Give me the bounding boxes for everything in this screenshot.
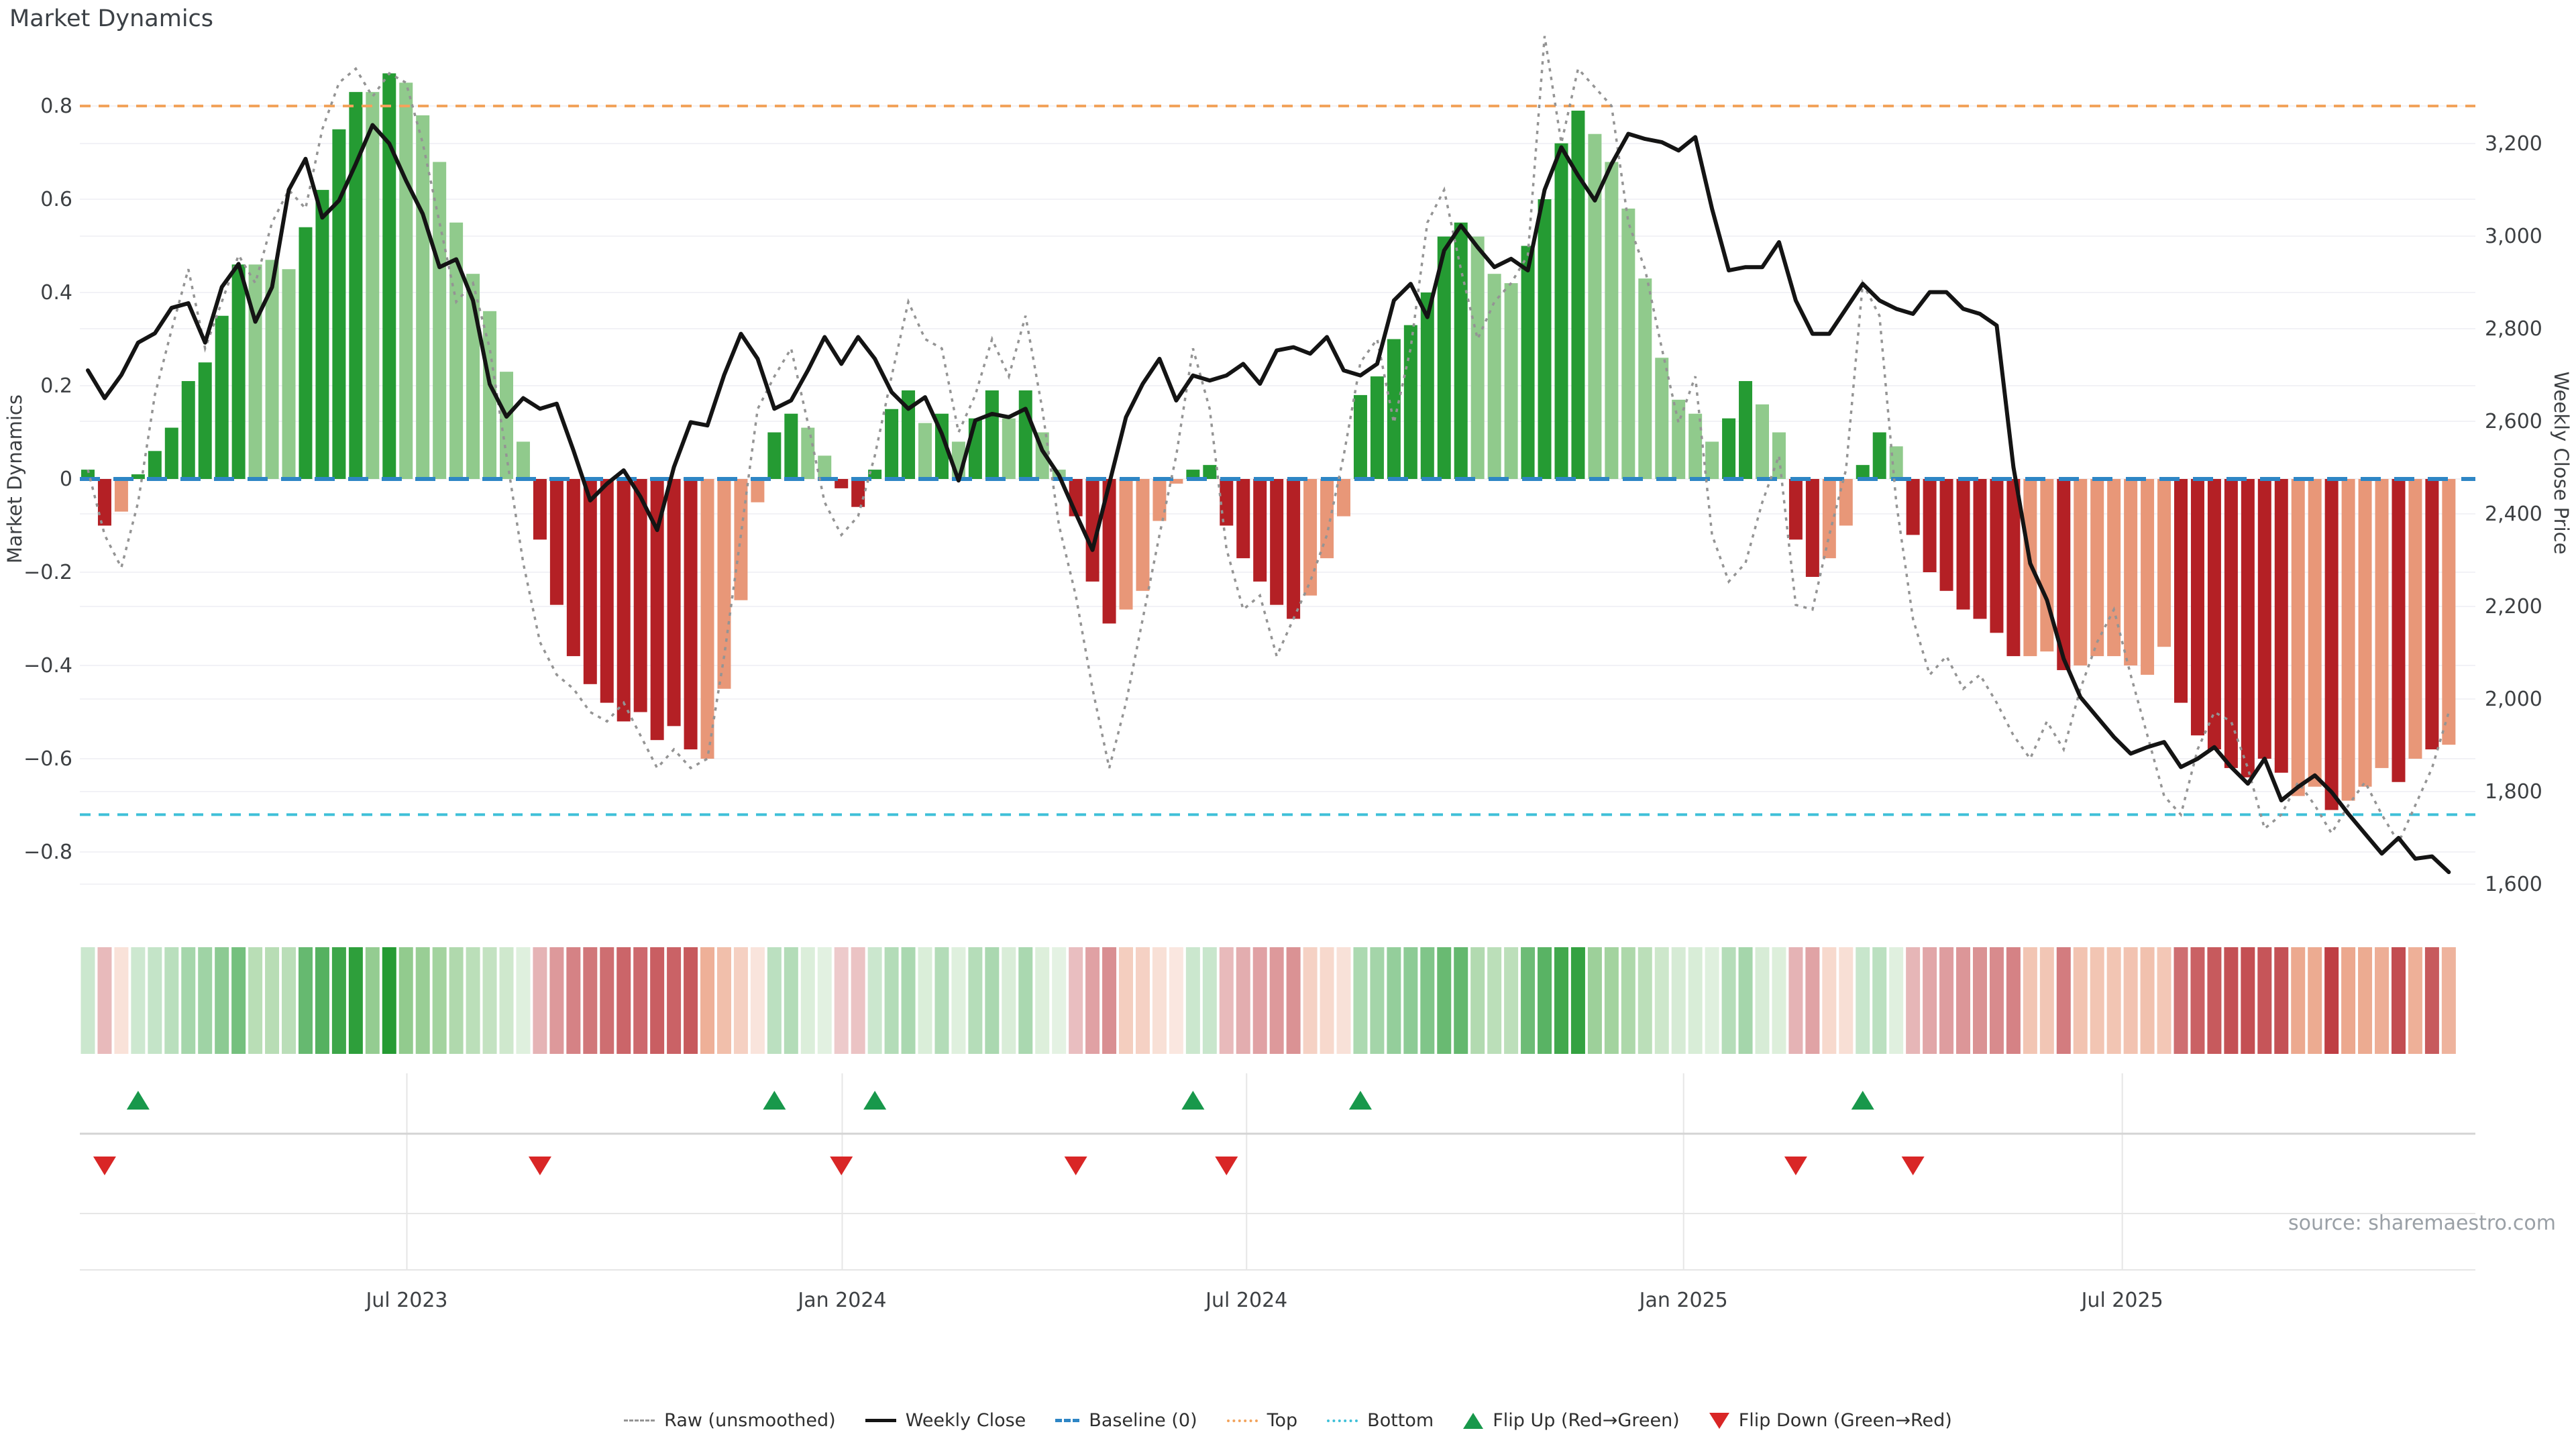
weekly-close-line-icon	[865, 1419, 896, 1422]
flip-down-icon	[1784, 1157, 1807, 1175]
svg-text:−0.8: −0.8	[23, 841, 72, 864]
svg-text:−0.4: −0.4	[23, 654, 72, 678]
legend-label: Raw (unsmoothed)	[664, 1410, 836, 1431]
flip-up-triangle-icon	[1463, 1412, 1484, 1429]
svg-text:1,600: 1,600	[2485, 873, 2542, 896]
axis-tick-labels: 0.8 0.6 0.4 0.2 0 −0.2 −0.4 −0.6 −0.8 3,200 3,000 2…	[23, 95, 2542, 1312]
flip-up-icon	[1851, 1091, 1874, 1110]
flip-up-icon	[763, 1091, 786, 1110]
legend-item-flip-up: Flip Up (Red→Green)	[1463, 1410, 1680, 1431]
flip-down-icon	[1215, 1157, 1238, 1175]
flip-down-icon	[1064, 1157, 1087, 1175]
legend-item-raw: Raw (unsmoothed)	[624, 1410, 836, 1431]
legend-label: Bottom	[1367, 1410, 1434, 1431]
source-credit: source: sharemaestro.com	[2288, 1212, 2556, 1235]
svg-text:0.2: 0.2	[40, 374, 72, 398]
flip-down-icon	[1901, 1157, 1925, 1175]
flip-up-icon	[126, 1091, 150, 1110]
svg-text:1,800: 1,800	[2485, 780, 2542, 804]
legend-label: Baseline (0)	[1089, 1410, 1197, 1431]
svg-text:0: 0	[60, 468, 72, 491]
flip-up-icon	[863, 1091, 887, 1110]
svg-text:2,800: 2,800	[2485, 317, 2542, 341]
dynamics-bars	[81, 73, 2456, 810]
legend-label: Top	[1267, 1410, 1298, 1431]
svg-text:Jul 2024: Jul 2024	[1204, 1289, 1287, 1312]
legend-item-baseline: Baseline (0)	[1055, 1410, 1197, 1431]
weekly-close-line	[86, 123, 2451, 875]
legend-label: Flip Down (Green→Red)	[1738, 1410, 1952, 1431]
threshold-lines	[80, 105, 2475, 816]
heatmap-strip	[80, 947, 2456, 1054]
svg-text:2,200: 2,200	[2485, 595, 2542, 619]
flip-down-icon	[93, 1157, 116, 1175]
legend-label: Flip Up (Red→Green)	[1493, 1410, 1680, 1431]
baseline-line-icon	[1055, 1419, 1080, 1422]
flip-down-icon	[830, 1157, 853, 1175]
svg-text:0.6: 0.6	[40, 188, 72, 211]
legend-item-flip-down: Flip Down (Green→Red)	[1709, 1410, 1952, 1431]
svg-text:−0.2: −0.2	[23, 561, 72, 584]
bottom-line-icon	[1327, 1419, 1358, 1422]
legend-item-bottom: Bottom	[1327, 1410, 1434, 1431]
svg-text:2,400: 2,400	[2485, 502, 2542, 526]
legend: Raw (unsmoothed) Weekly Close Baseline (…	[0, 1410, 2576, 1431]
flip-down-markers	[93, 1157, 1925, 1175]
svg-text:0.8: 0.8	[40, 95, 72, 118]
flip-marker-panel	[80, 1073, 2475, 1271]
flip-up-icon	[1181, 1091, 1205, 1110]
svg-text:Jan 2024: Jan 2024	[796, 1289, 886, 1312]
legend-item-weekly-close: Weekly Close	[865, 1410, 1026, 1431]
svg-text:3,200: 3,200	[2485, 132, 2542, 156]
raw-line-icon	[624, 1419, 655, 1421]
flip-up-markers	[126, 1091, 1874, 1110]
legend-item-top: Top	[1226, 1410, 1298, 1431]
flip-down-triangle-icon	[1709, 1412, 1729, 1429]
raw-line	[87, 36, 2451, 845]
flip-up-icon	[1348, 1091, 1372, 1110]
svg-text:−0.6: −0.6	[23, 747, 72, 771]
svg-text:Jul 2025: Jul 2025	[2080, 1289, 2163, 1312]
legend-label: Weekly Close	[905, 1410, 1026, 1431]
page-title: Market Dynamics	[9, 5, 214, 32]
svg-text:0.4: 0.4	[40, 281, 72, 305]
top-line-icon	[1226, 1419, 1258, 1422]
svg-text:2,600: 2,600	[2485, 410, 2542, 433]
svg-text:3,000: 3,000	[2485, 225, 2542, 248]
svg-text:Jan 2025: Jan 2025	[1638, 1289, 1728, 1312]
svg-text:2,000: 2,000	[2485, 688, 2542, 711]
flip-down-icon	[528, 1157, 551, 1175]
svg-text:Jul 2023: Jul 2023	[364, 1289, 447, 1312]
